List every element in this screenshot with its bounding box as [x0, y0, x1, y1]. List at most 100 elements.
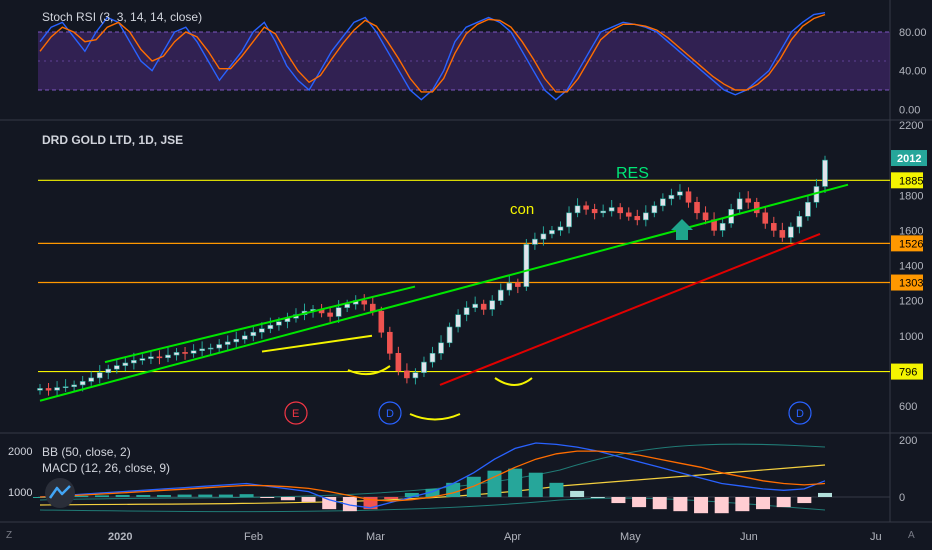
candle-body: [165, 354, 171, 359]
macd-tick-label: 0: [899, 492, 905, 504]
candle-body: [796, 216, 803, 228]
tradingview-logo-icon: [48, 485, 71, 499]
candle-body: [497, 289, 504, 301]
macd-histogram-bar: [301, 497, 316, 502]
candle-body: [122, 362, 129, 366]
level-label-1303: 1303: [899, 278, 923, 290]
candle-body: [685, 191, 692, 203]
candle-body: [96, 372, 103, 379]
macd-histogram-bar: [570, 490, 585, 497]
time-tick-label: Jun: [740, 531, 758, 543]
candle-body: [361, 300, 368, 305]
event-badge: [284, 401, 308, 425]
candle-body: [71, 384, 77, 387]
candle-body: [651, 205, 658, 214]
price-tick-label: 1800: [899, 190, 923, 202]
candle-body: [259, 328, 265, 333]
macd-histogram-bar: [425, 488, 440, 497]
last-price-badge: [891, 150, 927, 167]
auto-scale-button[interactable]: A: [908, 530, 915, 541]
up-arrow-icon: [671, 219, 693, 240]
candle-body: [173, 352, 180, 356]
candle-body: [745, 198, 752, 203]
level-badge-1526: [891, 235, 923, 252]
candle-body: [369, 303, 376, 312]
candle-body: [643, 212, 649, 221]
event-badge-label: E: [292, 408, 299, 420]
macd-title: MACD (12, 26, close, 9): [42, 461, 171, 475]
candle-body: [131, 360, 137, 364]
lower-channel-line: [39, 183, 849, 402]
stoch-rsi-title: Stoch RSI (3, 3, 14, 14, close): [42, 10, 203, 24]
macd-histogram-bar: [342, 497, 357, 512]
candle-body: [250, 331, 257, 337]
candle-body: [805, 201, 811, 217]
candle-body: [583, 205, 589, 210]
macd-histogram-bar: [487, 470, 502, 497]
price-pane-title: DRD GOLD LTD, 1D, JSE: [42, 133, 184, 147]
candle-body: [506, 282, 513, 291]
bb-tick-label: 2000: [8, 446, 32, 458]
macd-histogram-bar: [652, 497, 667, 510]
candle-body: [472, 303, 478, 308]
candle-body: [771, 223, 777, 231]
candle-body: [677, 191, 683, 196]
candle-body: [625, 212, 632, 217]
candle-body: [719, 223, 726, 231]
candle-body: [694, 201, 700, 214]
candle-body: [566, 212, 572, 228]
price-tick-label: 1400: [899, 261, 923, 273]
macd-histogram-bar: [115, 494, 130, 497]
macd-histogram-bar: [797, 497, 812, 504]
candle-body: [37, 388, 43, 391]
level-label-1526: 1526: [899, 238, 923, 250]
candle-body: [62, 386, 69, 388]
res-annotation: RES: [616, 165, 649, 182]
candle-body: [557, 226, 564, 231]
candle-body: [540, 233, 547, 240]
candle-body: [182, 352, 188, 354]
candle-body: [446, 326, 453, 344]
candle-body: [139, 358, 146, 361]
price-tick-label: 1000: [899, 331, 923, 343]
macd-tick-label: 200: [899, 435, 917, 447]
candle-body: [156, 356, 163, 359]
candle-body: [600, 210, 606, 214]
time-tick-label: May: [620, 531, 641, 543]
pattern-arc: [494, 377, 533, 386]
candle-body: [199, 348, 205, 351]
candle-body: [378, 310, 385, 333]
stoch-d-line: [39, 13, 826, 93]
event-badge: [378, 401, 402, 425]
bb-tick-label: 1000: [8, 487, 32, 499]
candle-body: [753, 201, 760, 214]
candle-body: [523, 244, 530, 287]
candle-body: [515, 282, 521, 287]
macd-line: [39, 442, 826, 509]
candle-body: [608, 207, 615, 212]
candle-body: [779, 230, 786, 238]
candle-body: [634, 216, 641, 221]
macd-histogram-bar: [404, 492, 419, 497]
candle-body: [113, 365, 120, 370]
time-tick-label: Mar: [366, 531, 385, 543]
macd-histogram-bar: [694, 497, 709, 514]
candle-body: [822, 159, 828, 187]
time-tick-label: Ju: [870, 531, 882, 543]
candle-body: [591, 209, 598, 214]
macd-histogram-bar: [280, 497, 295, 501]
macd-histogram-bar: [508, 468, 523, 497]
level-badge-796: [891, 363, 923, 380]
candle-body: [412, 372, 419, 379]
macd-histogram-bar: [198, 494, 213, 497]
level-badge-1885: [891, 172, 923, 189]
macd-histogram-bar: [218, 494, 233, 497]
macd-histogram-bar: [322, 497, 337, 510]
zoom-button[interactable]: Z: [6, 530, 13, 541]
macd-histogram-bar: [177, 494, 192, 497]
time-tick-label: 2020: [108, 531, 132, 543]
candle-body: [190, 350, 197, 354]
candle-body: [455, 314, 461, 328]
